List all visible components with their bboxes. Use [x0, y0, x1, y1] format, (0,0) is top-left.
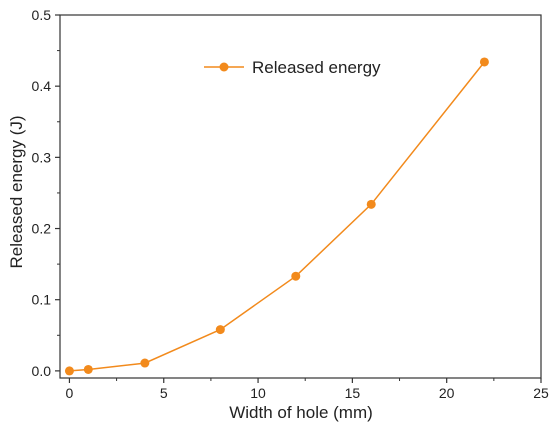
plot-border — [59, 14, 542, 379]
x-tick-label: 10 — [250, 385, 266, 401]
data-point — [83, 364, 93, 374]
data-point — [291, 271, 301, 281]
legend-label: Released energy — [252, 58, 381, 77]
y-tick-label: 0.0 — [32, 363, 52, 379]
data-point — [215, 325, 225, 335]
x-tick-label: 20 — [439, 385, 455, 401]
x-tick-label: 15 — [345, 385, 361, 401]
legend: Released energy — [204, 58, 381, 77]
series-layer — [64, 57, 489, 376]
data-point — [366, 199, 376, 209]
y-tick-label: 0.2 — [32, 221, 52, 237]
y-tick-label: 0.1 — [32, 292, 52, 308]
plot-frame — [59, 14, 542, 379]
x-axis-title: Width of hole (mm) — [229, 403, 373, 422]
series-line — [69, 61, 485, 372]
x-axis-ticks: 0 5 10 15 20 25 — [66, 378, 549, 401]
legend-marker — [219, 62, 229, 72]
y-axis-ticks: 0.0 0.1 0.2 0.3 0.4 0.5 — [32, 7, 60, 379]
x-tick-label: 0 — [66, 385, 74, 401]
y-tick-label: 0.4 — [32, 78, 52, 94]
data-point — [140, 358, 150, 368]
x-tick-label: 5 — [160, 385, 168, 401]
y-tick-label: 0.5 — [32, 7, 52, 23]
data-point — [64, 366, 74, 376]
y-tick-label: 0.3 — [32, 149, 52, 165]
data-point — [479, 57, 489, 67]
x-tick-label: 25 — [533, 385, 549, 401]
y-axis-title: Released energy (J) — [7, 115, 26, 268]
